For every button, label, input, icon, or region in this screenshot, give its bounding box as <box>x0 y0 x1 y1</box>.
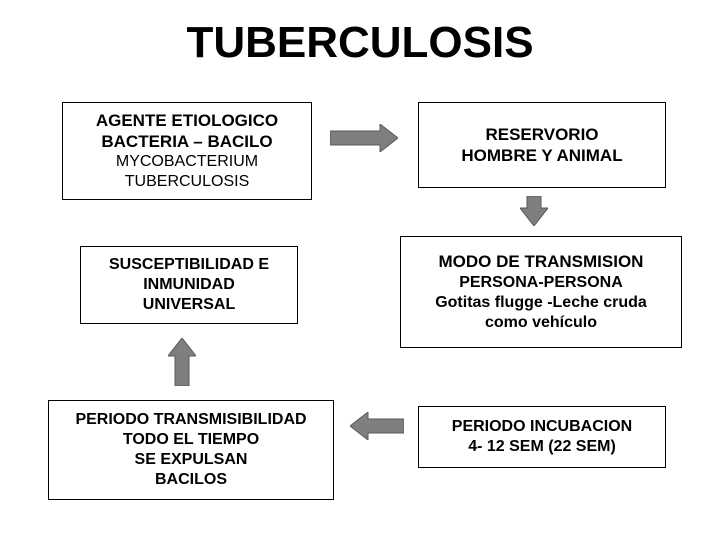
box-text-line: INMUNIDAD <box>143 275 235 295</box>
box-modo-transmision: MODO DE TRANSMISION PERSONA-PERSONAGotit… <box>400 236 682 348</box>
box-susceptibilidad: SUSCEPTIBILIDAD EINMUNIDADUNIVERSAL <box>80 246 298 324</box>
box-text-line: PERIODO INCUBACION <box>452 417 632 437</box>
box-text-line: UNIVERSAL <box>143 295 235 315</box>
box-text-line: HOMBRE Y ANIMAL <box>461 145 622 166</box>
box-text-line: SUSCEPTIBILIDAD E <box>109 255 269 275</box>
box-text-line: TUBERCULOSIS <box>125 172 249 192</box>
box-text-line: Gotitas flugge -Leche cruda <box>435 293 647 313</box>
arrow-up-icon <box>168 338 196 386</box>
box-text-line: SE EXPULSAN <box>135 450 248 470</box>
box-text-line: TODO EL TIEMPO <box>123 430 259 450</box>
box-reservorio: RESERVORIO HOMBRE Y ANIMAL <box>418 102 666 188</box>
arrow-down-icon <box>520 196 548 226</box>
box-text-line: BACTERIA – BACILO <box>101 131 272 152</box>
box-agente-etiologico: AGENTE ETIOLOGICOBACTERIA – BACILOMYCOBA… <box>62 102 312 200</box>
box-text-line: MODO DE TRANSMISION <box>439 251 644 272</box>
box-text-line: PERSONA-PERSONA <box>459 273 623 293</box>
box-text-line: MYCOBACTERIUM <box>116 152 258 172</box>
box-text-line: 4- 12 SEM (22 SEM) <box>468 437 616 457</box>
box-text-line: RESERVORIO <box>485 124 598 145</box>
box-text-line: PERIODO TRANSMISIBILIDAD <box>75 410 306 430</box>
box-text-line: como vehículo <box>485 313 597 333</box>
arrow-left-icon <box>350 412 404 440</box>
box-periodo-incubacion: PERIODO INCUBACION4- 12 SEM (22 SEM) <box>418 406 666 468</box>
box-text-line: AGENTE ETIOLOGICO <box>96 110 278 131</box>
box-periodo-transmisibilidad: PERIODO TRANSMISIBILIDADTODO EL TIEMPOSE… <box>48 400 334 500</box>
page-title: TUBERCULOSIS <box>0 18 720 68</box>
arrow-right-icon <box>330 124 398 152</box>
box-text-line: BACILOS <box>155 470 227 490</box>
